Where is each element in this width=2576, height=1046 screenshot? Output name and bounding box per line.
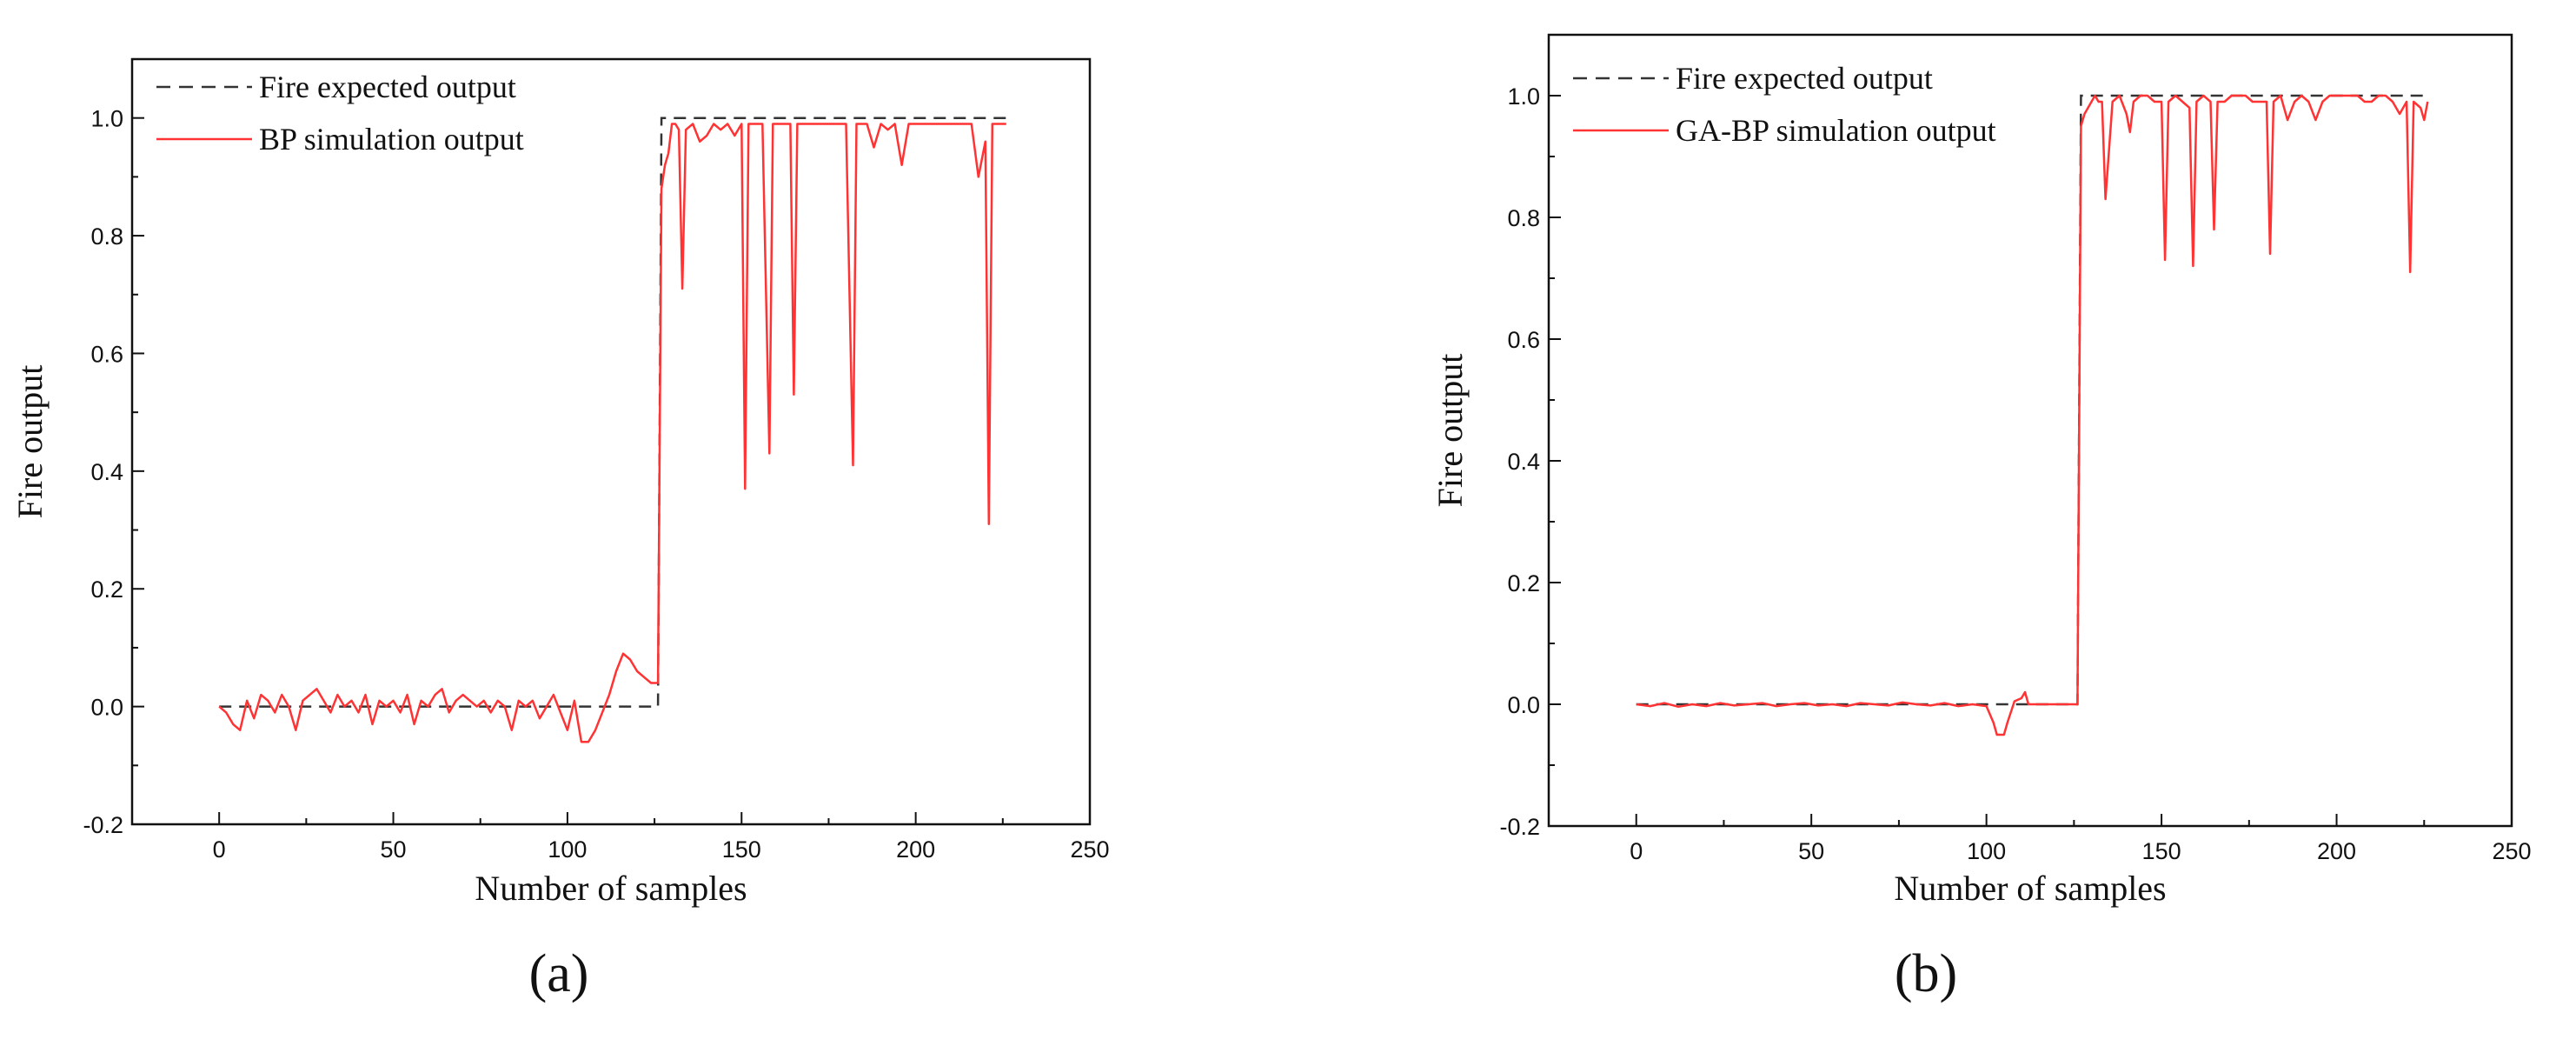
x-tick-label: 50 xyxy=(1798,838,1824,864)
x-tick-label: 250 xyxy=(1070,836,1109,863)
series-line-expected xyxy=(1636,94,2428,706)
y-tick-label: 0.6 xyxy=(90,341,123,367)
y-tick-label: 0.2 xyxy=(1507,570,1540,596)
y-axis-title: Fire output xyxy=(10,365,50,519)
series-line-simulation xyxy=(218,123,1006,743)
chart-panel-a: 0 50 100 150 200 250 -0.2 0.0 0.2 0.4 0.6 0.8 1.0 Num… xyxy=(10,57,1110,1003)
y-tick-label: -0.2 xyxy=(83,812,123,838)
x-axis-title: Number of samples xyxy=(1894,869,2166,908)
y-tick-label: 0.2 xyxy=(90,576,123,603)
y-tick-label: 0.0 xyxy=(90,695,123,721)
x-tick-label: 250 xyxy=(2492,838,2531,864)
x-tick-label: 150 xyxy=(722,836,761,863)
y-tick-label: 0.8 xyxy=(90,223,123,250)
legend-label-expected: Fire expected output xyxy=(259,70,516,104)
x-tick-label: 200 xyxy=(2317,838,2356,864)
y-tick-label: 0.8 xyxy=(1507,205,1540,231)
x-tick-label: 100 xyxy=(548,836,587,863)
chart-panel-b: 0 50 100 150 200 250 -0.2 0.0 0.2 0.4 0.6 0.8 1.0 Num… xyxy=(1288,0,2576,1046)
y-tick-label: 1.0 xyxy=(90,106,123,132)
x-tick-label: 100 xyxy=(1967,838,2006,864)
legend-label-expected: Fire expected output xyxy=(1676,61,1933,96)
y-tick-label: 1.0 xyxy=(1507,83,1540,110)
panel-label: (a) xyxy=(529,944,589,1003)
legend-label-simulation: GA-BP simulation output xyxy=(1676,113,1996,148)
y-tick-label: 0.0 xyxy=(1507,692,1540,718)
x-tick-label: 0 xyxy=(213,836,226,863)
x-tick-label: 150 xyxy=(2142,838,2181,864)
x-axis-title: Number of samples xyxy=(475,869,747,908)
plot-frame xyxy=(1547,33,2513,828)
series-line-expected xyxy=(219,117,1006,708)
y-tick-label: -0.2 xyxy=(1499,814,1540,840)
panel-label: (b) xyxy=(1895,944,1957,1003)
y-tick-label: 0.6 xyxy=(1507,327,1540,353)
series-line-simulation xyxy=(1636,94,2429,736)
x-tick-label: 0 xyxy=(1630,838,1643,864)
y-tick-label: 0.4 xyxy=(90,459,123,485)
plot-frame xyxy=(130,57,1092,826)
legend-label-simulation: BP simulation output xyxy=(259,122,524,157)
x-tick-label: 50 xyxy=(381,836,407,863)
chart-a: 0 50 100 150 200 250 -0.2 0.0 0.2 0.4 0.6 0.8 1.0 Num… xyxy=(10,57,1110,1003)
chart-b: 0 50 100 150 200 250 -0.2 0.0 0.2 0.4 0.6 0.8 1.0 Num… xyxy=(1431,33,2532,1003)
y-tick-label: 0.4 xyxy=(1507,449,1540,475)
x-tick-label: 200 xyxy=(896,836,935,863)
y-axis-title: Fire output xyxy=(1431,354,1470,508)
